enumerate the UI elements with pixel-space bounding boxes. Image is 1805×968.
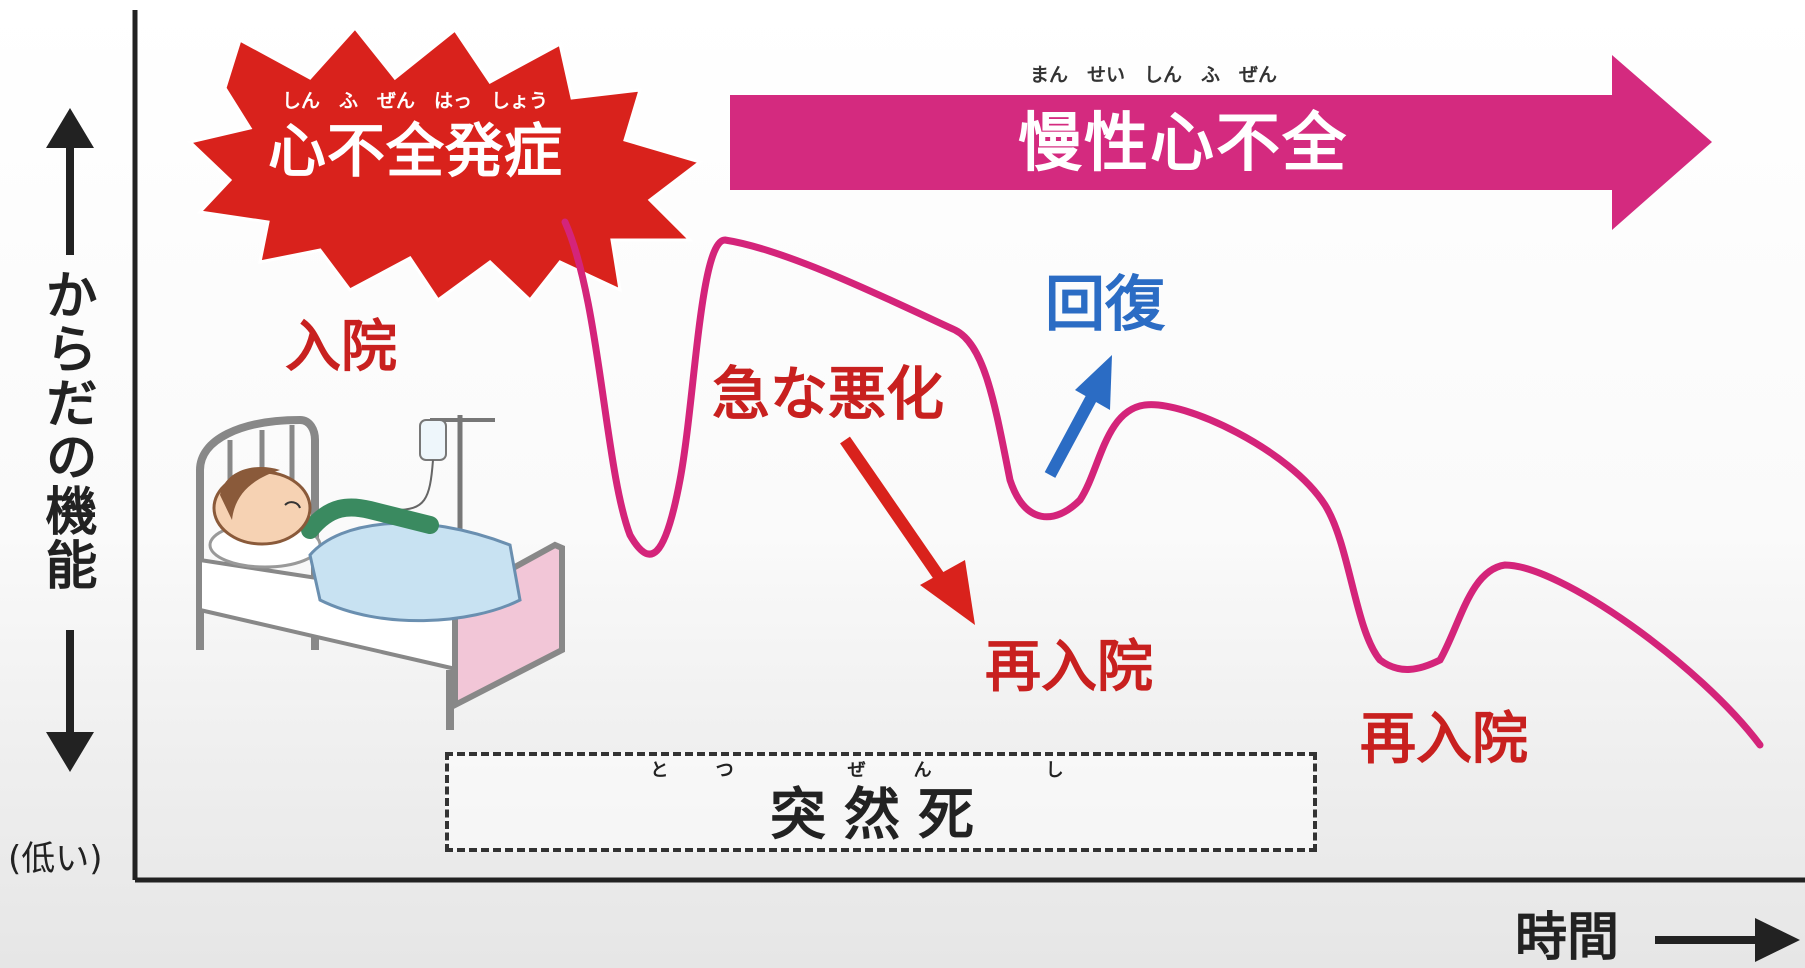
readmission-label-1: 再入院 [985, 635, 1153, 700]
y-axis-low-label: (低い) [8, 839, 103, 879]
sudden-death-label: 突然死 [770, 783, 992, 848]
time-arrow-icon [1655, 918, 1800, 962]
sudden-death-ruby: とつ ぜん し [650, 760, 1112, 781]
function-curve [561, 218, 1764, 749]
x-axis-label: 時間 [1515, 908, 1620, 968]
chronic-label: 慢性心不全 [1018, 107, 1348, 181]
admission-label: 入院 [285, 315, 397, 380]
chronic-ruby: まん せい しん ふ ぜん [1030, 64, 1278, 86]
hospital-bed-patient-illustration [196, 415, 565, 730]
recovery-label: 回復 [1045, 270, 1165, 340]
sudden-worsening-label: 急な悪化 [712, 360, 945, 428]
readmission-label-2: 再入院 [1360, 707, 1528, 772]
onset-ruby: しん ふ ぜん はっ しょう [282, 90, 549, 112]
y-axis-up-arrow-icon [46, 108, 94, 255]
recovery-arrow-icon [1044, 355, 1112, 478]
worsening-arrow-icon [840, 436, 975, 625]
y-axis-label: からだの機能 [36, 268, 96, 592]
chronic-heart-failure-arrow [730, 55, 1712, 230]
onset-label: 心不全発症 [268, 117, 564, 185]
sudden-death-box: とつ ぜん し 突然死 [445, 752, 1317, 852]
y-axis-down-arrow-icon [46, 630, 94, 772]
